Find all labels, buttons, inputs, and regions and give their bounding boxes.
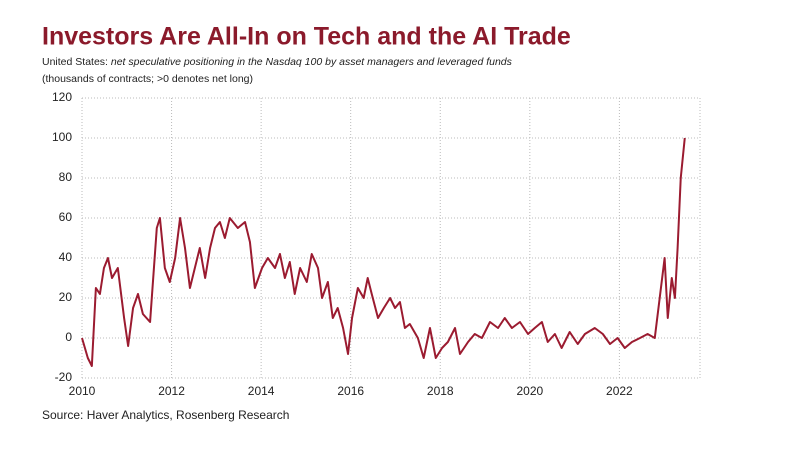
chart-title: Investors Are All-In on Tech and the AI … <box>42 23 571 51</box>
y-tick-label: 100 <box>52 130 72 144</box>
chart-subtitle: United States: net speculative positioni… <box>42 56 513 68</box>
units-note: (thousands of contracts; >0 denotes net … <box>42 73 253 85</box>
y-tick-label: -20 <box>55 370 73 384</box>
x-tick-label: 2020 <box>516 384 543 398</box>
x-tick-label: 2016 <box>337 384 364 398</box>
x-tick-label: 2012 <box>158 384 185 398</box>
x-tick-label: 2022 <box>606 384 633 398</box>
subtitle-prefix: United States: <box>42 56 111 68</box>
y-tick-label: 20 <box>59 290 73 304</box>
x-tick-label: 2010 <box>69 384 96 398</box>
data-line <box>81 137 686 367</box>
x-tick-label: 2014 <box>248 384 275 398</box>
y-tick-label: 60 <box>59 210 73 224</box>
y-tick-label: 80 <box>59 170 73 184</box>
x-tick-label: 2018 <box>427 384 454 398</box>
source-note: Source: Haver Analytics, Rosenberg Resea… <box>42 408 289 422</box>
y-tick-label: 120 <box>52 90 72 104</box>
subtitle-text: net speculative positioning in the Nasda… <box>111 56 513 68</box>
y-tick-label: 0 <box>65 330 72 344</box>
y-tick-label: 40 <box>59 250 73 264</box>
